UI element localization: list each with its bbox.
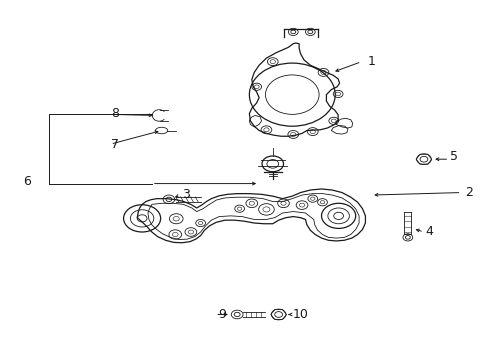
Text: 8: 8	[111, 107, 119, 120]
Text: 9: 9	[218, 308, 226, 321]
Text: 3: 3	[182, 188, 189, 201]
Text: 1: 1	[366, 55, 374, 68]
Text: 5: 5	[449, 150, 457, 163]
Text: 2: 2	[464, 186, 472, 199]
Text: 10: 10	[292, 308, 308, 321]
Text: 4: 4	[425, 225, 433, 238]
Text: 6: 6	[23, 175, 31, 188]
Text: 7: 7	[111, 138, 119, 150]
